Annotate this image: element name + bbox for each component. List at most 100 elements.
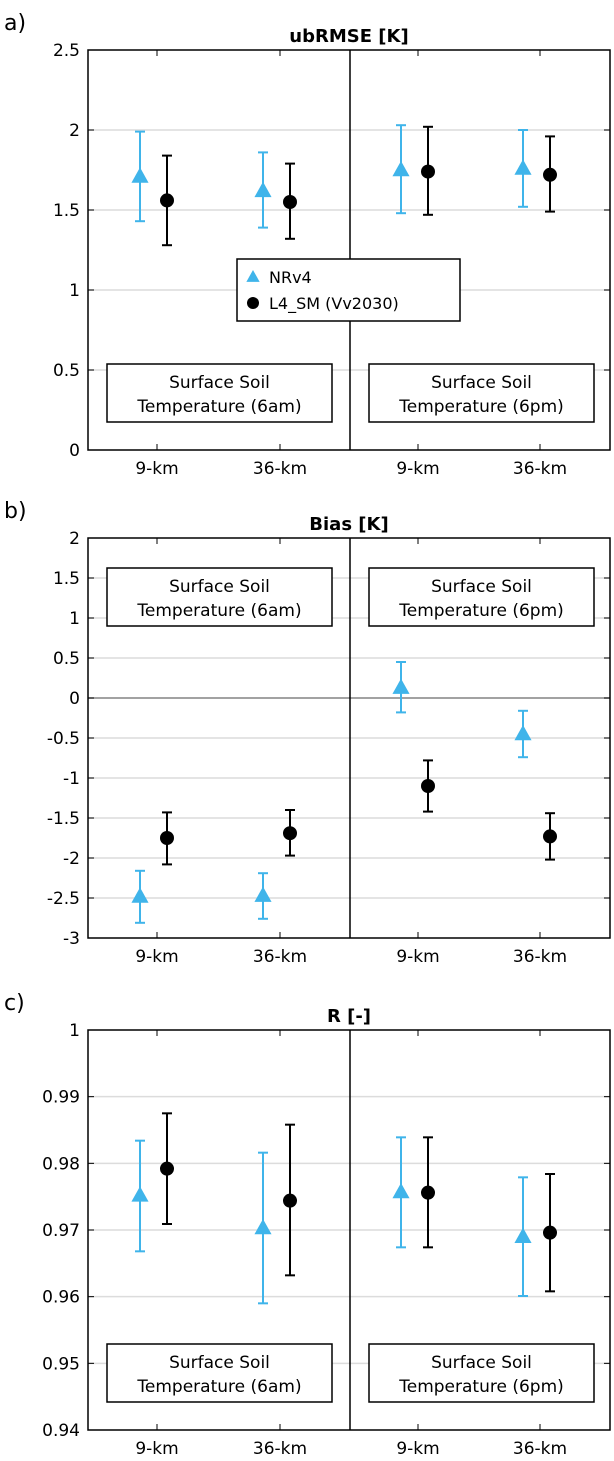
annotation-line-2: Temperature (6pm)	[398, 397, 564, 417]
y-tick-label: 1	[69, 1021, 80, 1041]
annotation-line-1: Surface Soil	[431, 373, 532, 393]
annotation-frame	[106, 567, 333, 627]
y-tick-label: 0.99	[42, 1088, 80, 1108]
annotation-box: Surface Soil Temperature (6am)	[106, 363, 333, 423]
y-tick-label: 0	[69, 441, 80, 461]
data-point	[392, 124, 410, 215]
circle-marker	[160, 193, 174, 208]
annotation-line-1: Surface Soil	[169, 373, 270, 393]
legend-circle-marker	[247, 297, 259, 309]
data-point	[543, 135, 557, 213]
y-tick-label: 1	[69, 281, 80, 301]
data-point	[392, 661, 410, 714]
x-tick-label: 9-km	[396, 1439, 439, 1459]
circle-marker	[283, 195, 297, 209]
annotation-box: Surface Soil Temperature (6pm)	[368, 363, 595, 423]
annotation-frame	[368, 567, 595, 627]
triangle-marker	[514, 725, 532, 741]
y-tick-label: -2.5	[47, 889, 80, 909]
triangle-marker	[514, 1227, 532, 1243]
legend-triangle-marker	[246, 270, 260, 282]
triangle-marker	[254, 886, 272, 902]
triangle-marker	[254, 1219, 272, 1235]
data-point	[131, 869, 149, 924]
y-tick-label: -1	[63, 769, 80, 789]
axes-frame	[87, 49, 611, 451]
annotation-line-2: Temperature (6pm)	[398, 601, 564, 621]
circle-marker	[160, 1161, 174, 1176]
data-point	[421, 759, 435, 813]
data-point	[392, 1136, 410, 1249]
data-point	[283, 1123, 297, 1277]
panel-title: R [-]	[327, 1006, 371, 1027]
data-point	[131, 130, 149, 223]
annotation-frame	[368, 1343, 595, 1403]
panel-3: c) R [-] 0.94 0.95 0.96 0.97 0.98 0.99 1 9-km 36-k…	[4, 991, 611, 1459]
data-point	[543, 1173, 557, 1293]
data-point	[254, 872, 272, 920]
y-tick-label: -3	[63, 929, 80, 949]
triangle-marker	[392, 1183, 410, 1199]
y-tick-label: 0.97	[42, 1221, 80, 1241]
axes-frame	[87, 537, 611, 939]
data-point	[283, 162, 297, 240]
annotation-line-2: Temperature (6am)	[136, 601, 301, 621]
data-point	[514, 129, 532, 208]
annotation-line-2: Temperature (6pm)	[398, 1377, 564, 1397]
annotation-box: Surface Soil Temperature (6am)	[106, 1343, 333, 1403]
annotation-frame	[368, 363, 595, 423]
y-tick-label: 0	[69, 689, 80, 709]
panel-1: a) ubRMSE [K] 0 0.5 1 1.5 2 2.5 9-km 36-km 9-km 36-…	[4, 11, 611, 479]
triangle-marker	[392, 161, 410, 177]
circle-marker	[543, 829, 557, 844]
annotation-line-1: Surface Soil	[431, 577, 532, 597]
y-tick-label: 2.5	[53, 41, 80, 61]
y-tick-label: 2	[69, 121, 80, 141]
data-point	[283, 809, 297, 857]
triangle-marker	[254, 181, 272, 198]
data-point	[421, 1136, 435, 1249]
annotation-line-2: Temperature (6am)	[136, 397, 301, 417]
y-tick-label: 0.5	[53, 361, 80, 381]
y-tick-label: 2	[69, 529, 80, 549]
circle-marker	[543, 167, 557, 182]
panel-title: Bias [K]	[309, 514, 388, 535]
circle-marker	[421, 1185, 435, 1200]
panel-label: a)	[4, 11, 26, 36]
x-tick-label: 36-km	[513, 947, 567, 967]
data-point	[160, 811, 174, 866]
x-tick-label: 36-km	[253, 459, 307, 479]
x-tick-label: 9-km	[396, 947, 439, 967]
circle-marker	[160, 831, 174, 845]
legend-entry: L4_SM (Vv2030)	[269, 294, 399, 314]
circle-marker	[421, 779, 435, 793]
y-tick-label: -0.5	[47, 729, 80, 749]
legend-entry: NRv4	[269, 268, 312, 287]
legend: NRv4 L4_SM (Vv2030)	[236, 258, 461, 322]
legend-frame	[236, 258, 461, 322]
circle-marker	[421, 164, 435, 179]
y-tick-label: 0.98	[42, 1154, 80, 1174]
circle-marker	[283, 826, 297, 841]
y-tick-label: 0.95	[42, 1354, 80, 1374]
data-point	[254, 1151, 272, 1305]
x-tick-label: 36-km	[513, 459, 567, 479]
circle-marker	[283, 1193, 297, 1208]
panel-title: ubRMSE [K]	[289, 26, 408, 47]
y-tick-label: 0.5	[53, 649, 80, 669]
annotation-frame	[106, 363, 333, 423]
triangle-marker	[131, 1186, 149, 1202]
x-tick-label: 9-km	[396, 459, 439, 479]
y-tick-label: 1	[69, 609, 80, 629]
annotation-box: Surface Soil Temperature (6pm)	[368, 567, 595, 627]
circle-marker	[543, 1225, 557, 1240]
x-tick-label: 9-km	[135, 459, 178, 479]
data-point	[254, 151, 272, 229]
annotation-box: Surface Soil Temperature (6pm)	[368, 1343, 595, 1403]
triangle-marker	[392, 678, 410, 694]
panel-label: c)	[4, 991, 25, 1016]
annotation-line-2: Temperature (6am)	[136, 1377, 301, 1397]
data-point	[514, 709, 532, 759]
annotation-frame	[106, 1343, 333, 1403]
